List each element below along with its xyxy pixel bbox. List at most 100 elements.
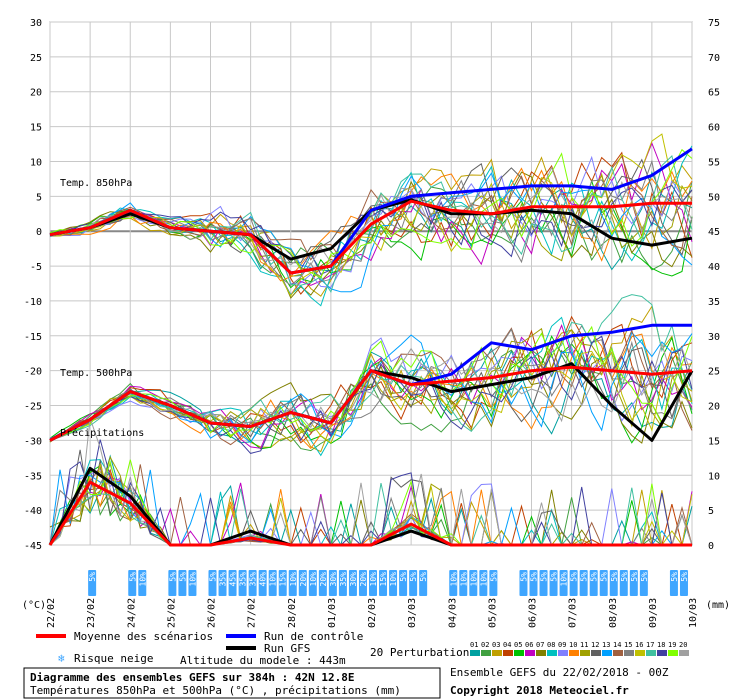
chart-title: Diagramme des ensembles GEFS sur 384h : …	[30, 671, 355, 684]
member-number: 20	[679, 641, 687, 649]
snow-risk-bar	[449, 570, 458, 596]
snow-risk-bar	[519, 570, 528, 596]
x-tick-label: 05/03	[487, 598, 498, 628]
snow-risk-label: 10%	[369, 572, 378, 587]
right-tick-label: 40	[708, 262, 720, 273]
snow-risk-label: 10%	[309, 572, 318, 587]
x-tick-label: 22/02	[46, 598, 57, 628]
member-swatch	[492, 650, 502, 656]
x-tick-label: 23/02	[86, 598, 97, 628]
member-line	[49, 342, 693, 442]
snow-risk-label: 15%	[379, 572, 388, 587]
right-tick-label: 10	[708, 471, 720, 482]
right-tick-label: 75	[708, 18, 720, 29]
member-number: 05	[514, 641, 522, 649]
x-tick-label: 26/02	[207, 598, 218, 628]
copyright: Copyright 2018 Meteociel.fr	[450, 684, 629, 697]
title-box	[23, 667, 441, 699]
member-swatch	[481, 650, 491, 656]
member-swatch	[624, 650, 634, 656]
member-swatch	[657, 650, 667, 656]
snow-risk-bar	[589, 570, 598, 596]
snow-risk-bar	[639, 570, 648, 596]
label-t500: Temp. 500hPa	[60, 368, 132, 379]
member-precip-line	[49, 439, 692, 546]
left-tick-label: 10	[30, 157, 42, 168]
snow-risk-bar	[308, 570, 317, 596]
snow-risk-label: 5%	[399, 572, 408, 582]
snow-risk-bar	[679, 570, 688, 596]
snow-risk-label: 5%	[128, 572, 137, 582]
snow-risk-bar	[609, 570, 618, 596]
snow-risk-label: 20%	[359, 572, 368, 587]
snow-risk-bar	[288, 570, 297, 596]
member-number: 01	[470, 641, 478, 649]
snow-risk-bar	[369, 570, 377, 596]
snow-risk-bar	[629, 570, 638, 596]
right-tick-label: 50	[708, 192, 720, 203]
member-number: 13	[602, 641, 610, 649]
right-tick-label: 60	[708, 123, 720, 134]
member-line	[49, 158, 693, 264]
member-line	[49, 156, 693, 297]
snow-risk-label: 35%	[249, 572, 258, 587]
member-number: 15	[624, 641, 632, 649]
member-swatch	[470, 650, 480, 656]
right-tick-label: 30	[708, 332, 720, 343]
snow-risk-bar	[278, 570, 287, 596]
snow-risk-label: 5%	[519, 572, 528, 582]
member-number: 11	[580, 641, 588, 649]
snow-risk-label: 5%	[680, 572, 689, 582]
snow-risk-bar	[379, 570, 388, 596]
member-swatch	[635, 650, 645, 656]
right-tick-label: 0	[708, 541, 714, 552]
member-number: 16	[635, 641, 643, 649]
x-tick-label: 08/03	[608, 598, 619, 628]
right-tick-label: 70	[708, 53, 720, 64]
member-number: 18	[657, 641, 665, 649]
left-tick-label: 20	[30, 88, 42, 99]
member-number: 04	[503, 641, 511, 649]
member-swatch	[569, 650, 579, 656]
member-number: 02	[481, 641, 489, 649]
legend-snow-label: Risque neige	[74, 652, 153, 665]
snow-risk-bar	[318, 570, 327, 596]
left-tick-label: -45	[24, 541, 42, 552]
left-tick-label: 0	[36, 227, 42, 238]
snow-risk-label: 5%	[580, 572, 589, 582]
member-number: 10	[569, 641, 577, 649]
right-tick-label: 5	[708, 506, 714, 517]
left-unit: (°C)	[22, 600, 46, 611]
member-line	[49, 331, 693, 444]
ensemble-info: Ensemble GEFS du 22/02/2018 - 00Z	[450, 666, 669, 679]
snow-risk-label: 5%	[178, 572, 187, 582]
member-swatch	[613, 650, 623, 656]
member-swatches: 01 02 03 04 05 06 07 08 09 10 11 12 13 14 15 16 17 18 19 20	[470, 641, 689, 656]
member-swatch	[591, 650, 601, 656]
snow-risk-bar	[599, 570, 608, 596]
snow-risk-bar	[399, 570, 408, 596]
snow-risk-bar	[328, 570, 337, 596]
snow-risk-bar	[409, 570, 418, 596]
member-line	[49, 184, 693, 275]
snow-risk-bar	[479, 570, 488, 596]
snow-risk-label: 30%	[329, 572, 338, 587]
legend-gfs-label: Run GFS	[264, 642, 310, 655]
snow-risk-bar	[268, 570, 277, 596]
snow-risk-bar	[248, 570, 257, 596]
snow-risk-bar	[348, 570, 357, 596]
x-tick-label: 02/03	[367, 598, 378, 628]
member-number: 08	[547, 641, 555, 649]
member-swatch	[525, 650, 535, 656]
snow-risk-label: 10%	[560, 572, 569, 587]
x-tick-label: 04/03	[447, 598, 458, 628]
snow-risk-label: 35%	[239, 572, 248, 587]
right-tick-label: 65	[708, 88, 720, 99]
snow-risk-label: 35%	[219, 572, 228, 587]
snow-risk-bar	[619, 570, 628, 596]
member-swatch	[558, 650, 568, 656]
snow-risk-bar	[258, 570, 267, 596]
snow-risk-label: 5%	[570, 572, 579, 582]
